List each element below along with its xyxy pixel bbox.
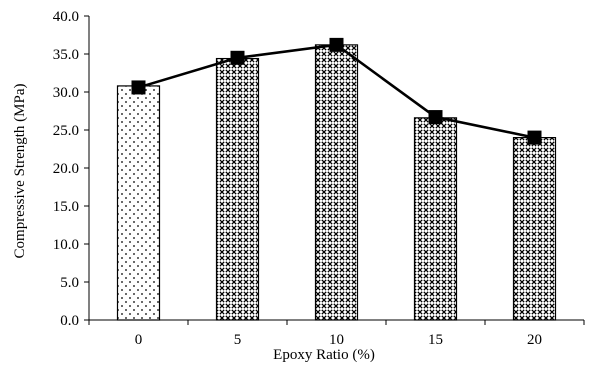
y-tick-label: 25.0 <box>53 123 79 139</box>
y-tick-label: 35.0 <box>53 47 79 63</box>
bar-5 <box>215 57 260 321</box>
y-tick-label: 0.0 <box>60 313 79 329</box>
x-tick-label: 5 <box>234 332 242 348</box>
bar-20 <box>512 137 557 321</box>
bars <box>116 44 557 321</box>
y-tick-label: 15.0 <box>53 199 79 215</box>
line-marker-5 <box>230 50 245 65</box>
line-marker-0 <box>131 80 146 95</box>
y-tick-label: 30.0 <box>53 85 79 101</box>
x-tick-label: 0 <box>135 332 143 348</box>
x-axis-label: Epoxy Ratio (%) <box>273 347 375 363</box>
line-marker-15 <box>428 110 443 125</box>
x-tick-label: 15 <box>428 332 443 348</box>
y-tick-label: 40.0 <box>53 9 79 25</box>
bar-0 <box>116 85 161 321</box>
y-tick-label: 20.0 <box>53 161 79 177</box>
x-axis: 0 5 10 15 20 <box>88 319 585 348</box>
bar-15 <box>413 117 458 321</box>
x-tick-label: 20 <box>527 332 542 348</box>
y-axis-label: Compressive Strength (MPa) <box>12 84 28 259</box>
line-marker-20 <box>527 130 542 145</box>
bar-10 <box>314 44 359 321</box>
y-axis: 0.0 5.0 10.0 15.0 20.0 25.0 30.0 35.0 40.0 <box>53 9 90 329</box>
line-marker-10 <box>329 37 344 52</box>
x-tick-label: 10 <box>329 332 344 348</box>
y-tick-label: 10.0 <box>53 237 79 253</box>
strength-line <box>131 37 542 145</box>
y-tick-label: 5.0 <box>60 275 79 291</box>
